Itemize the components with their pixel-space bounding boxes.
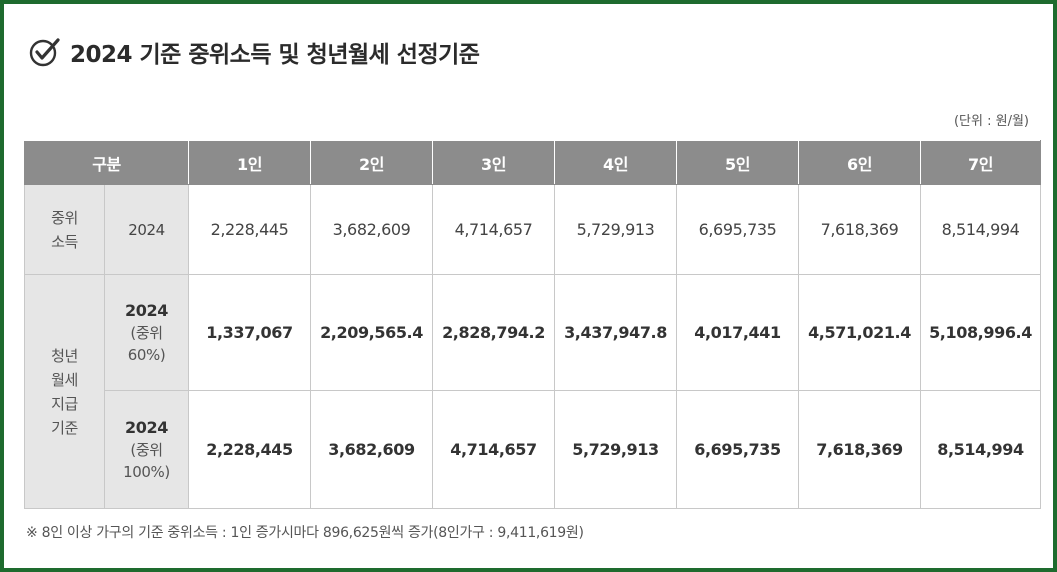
header-col: 2인 <box>310 140 434 185</box>
year-label: 2024 <box>125 417 168 437</box>
table-header-row: 구분 1인 2인 3인 4인 5인 6인 7인 <box>23 140 1042 185</box>
header-col: 5인 <box>676 140 800 185</box>
table-row: 2024 (중위 100%) 2,228,445 3,682,609 4,714… <box>25 390 1042 509</box>
header-category: 구분 <box>23 140 190 185</box>
value-cell: 8,514,994 <box>920 390 1042 509</box>
value-cell: 2,828,794.2 <box>432 274 556 391</box>
header-col: 7인 <box>920 140 1042 185</box>
year-pct-cell: 2024 (중위 100%) <box>103 390 190 509</box>
title-row: 2024 기준 중위소득 및 청년월세 선정기준 <box>28 32 480 72</box>
table-row: 청년 월세 지급 기준 2024 (중위 60%) 1,337,067 2,20… <box>24 274 1042 509</box>
value-cell: 6,695,735 <box>676 390 800 509</box>
value-cell: 4,571,021.4 <box>798 274 922 391</box>
category-youth-rent: 청년 월세 지급 기준 <box>24 274 105 509</box>
header-col: 6인 <box>798 140 922 185</box>
value-cell: 8,514,994 <box>920 184 1042 275</box>
year-cell: 2024 <box>103 184 190 275</box>
header-col: 3인 <box>432 140 556 185</box>
check-circle-icon <box>29 38 60 67</box>
year-label: 2024 <box>125 300 168 320</box>
value-cell: 4,714,657 <box>432 184 556 275</box>
value-cell: 7,618,369 <box>798 184 922 275</box>
footnote: ※ 8인 이상 가구의 기준 중위소득 : 1인 증가시마다 896,625원씩… <box>26 525 584 541</box>
value-cell: 4,017,441 <box>676 274 800 391</box>
value-cell: 3,682,609 <box>310 184 434 275</box>
income-table: 구분 1인 2인 3인 4인 5인 6인 7인 중위 소득 2024 2,228… <box>23 140 1042 509</box>
table-row: 중위 소득 2024 2,228,445 3,682,609 4,714,657… <box>24 184 1042 275</box>
pct-label: (중위 60%) <box>127 323 166 364</box>
value-cell: 1,337,067 <box>188 274 312 391</box>
value-cell: 3,437,947.8 <box>554 274 678 391</box>
header-col: 4인 <box>554 140 678 185</box>
year-pct-cell: 2024 (중위 60%) <box>103 274 190 391</box>
pct-label: (중위 100%) <box>123 440 170 481</box>
header-col: 1인 <box>188 140 312 185</box>
value-cell: 3,682,609 <box>310 390 434 509</box>
value-cell: 4,714,657 <box>432 390 556 509</box>
value-cell: 5,729,913 <box>554 184 678 275</box>
value-cell: 5,108,996.4 <box>920 274 1042 391</box>
value-cell: 5,729,913 <box>554 390 678 509</box>
value-cell: 2,228,445 <box>188 390 312 509</box>
unit-label: (단위 : 원/월) <box>953 114 1029 129</box>
page-title: 2024 기준 중위소득 및 청년월세 선정기준 <box>70 42 480 68</box>
value-cell: 6,695,735 <box>676 184 800 275</box>
category-median-income: 중위 소득 <box>24 184 105 275</box>
value-cell: 2,209,565.4 <box>310 274 434 391</box>
value-cell: 2,228,445 <box>188 184 312 275</box>
value-cell: 7,618,369 <box>798 390 922 509</box>
